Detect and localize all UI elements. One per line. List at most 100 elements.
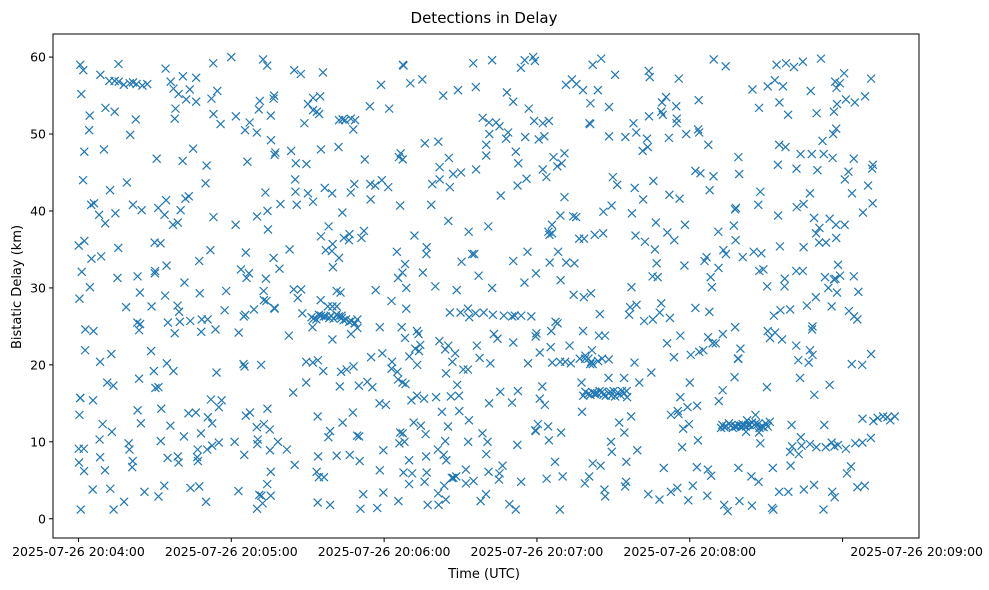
data-point — [830, 492, 840, 502]
data-point — [404, 455, 414, 465]
y-tick-label: 10 — [30, 434, 46, 449]
data-point — [598, 390, 608, 400]
data-point — [406, 395, 416, 405]
data-point — [191, 408, 201, 418]
data-point — [778, 81, 788, 91]
data-point — [639, 316, 649, 326]
data-point — [262, 61, 272, 70]
data-point — [828, 129, 838, 139]
data-point — [823, 283, 833, 293]
data-point — [624, 310, 634, 320]
data-point — [802, 301, 812, 311]
data-point — [194, 256, 204, 266]
data-point — [714, 396, 724, 406]
data-point — [557, 158, 567, 168]
data-point — [365, 179, 375, 189]
data-point — [255, 96, 265, 106]
data-point — [354, 381, 364, 391]
data-point — [507, 311, 517, 321]
data-point — [186, 483, 195, 493]
data-point — [110, 107, 120, 117]
data-point — [498, 461, 507, 471]
data-point — [487, 55, 497, 65]
data-point — [827, 487, 837, 497]
data-point — [398, 60, 408, 70]
data-point — [776, 305, 785, 315]
data-point — [831, 233, 841, 243]
data-point — [648, 176, 658, 186]
data-point — [433, 137, 443, 147]
data-point — [156, 436, 166, 446]
data-point — [437, 407, 447, 417]
data-point — [675, 392, 685, 402]
data-point — [316, 231, 326, 241]
data-point — [396, 148, 406, 158]
data-point — [770, 75, 780, 85]
data-point — [819, 149, 829, 159]
data-point — [209, 109, 218, 119]
data-point — [414, 346, 424, 356]
data-point — [708, 338, 718, 348]
data-point — [469, 476, 478, 486]
data-point — [146, 346, 156, 356]
data-point — [683, 495, 693, 505]
data-point — [349, 179, 359, 189]
data-point — [818, 136, 827, 146]
data-point — [731, 203, 741, 213]
data-point — [448, 473, 458, 483]
data-point — [154, 382, 163, 392]
data-point — [393, 375, 403, 384]
data-point — [491, 118, 501, 127]
data-point — [811, 442, 821, 452]
data-point — [791, 341, 801, 351]
data-point — [832, 288, 842, 297]
data-point — [276, 199, 285, 209]
data-point — [809, 213, 819, 223]
data-point — [754, 266, 764, 276]
data-point — [427, 179, 437, 189]
data-point — [153, 203, 163, 213]
data-point — [150, 268, 160, 278]
data-point — [780, 274, 790, 284]
data-point — [230, 437, 240, 447]
data-point — [532, 328, 541, 338]
data-point — [507, 398, 517, 407]
data-point — [703, 465, 713, 474]
data-point — [422, 468, 432, 478]
data-point — [510, 311, 520, 321]
data-point — [866, 433, 876, 443]
data-point — [598, 207, 608, 217]
data-point — [401, 283, 411, 293]
data-point — [133, 405, 142, 415]
data-point — [263, 206, 272, 216]
data-point — [291, 187, 300, 197]
data-point — [867, 164, 877, 174]
data-point — [508, 97, 518, 107]
data-point — [121, 302, 131, 312]
data-point — [844, 306, 854, 316]
data-point — [705, 185, 715, 195]
data-point — [387, 296, 396, 306]
data-point — [773, 211, 783, 221]
data-point — [422, 242, 432, 252]
data-point — [336, 367, 346, 377]
data-point — [105, 185, 115, 195]
data-point — [520, 55, 530, 65]
data-point — [152, 154, 162, 164]
data-point — [140, 487, 149, 497]
data-point — [811, 228, 821, 238]
data-point — [586, 98, 595, 108]
x-tick-label: 2025-07-26 20:05:00 — [165, 544, 298, 559]
data-point — [475, 353, 485, 363]
data-point — [154, 492, 163, 501]
data-point — [831, 124, 841, 134]
data-point — [569, 290, 579, 300]
data-point — [184, 191, 194, 201]
data-point — [454, 391, 464, 401]
data-point — [76, 89, 86, 99]
data-point — [485, 358, 495, 368]
data-point — [282, 445, 292, 454]
data-point — [124, 445, 134, 454]
data-point — [360, 154, 370, 164]
data-point — [270, 150, 280, 160]
